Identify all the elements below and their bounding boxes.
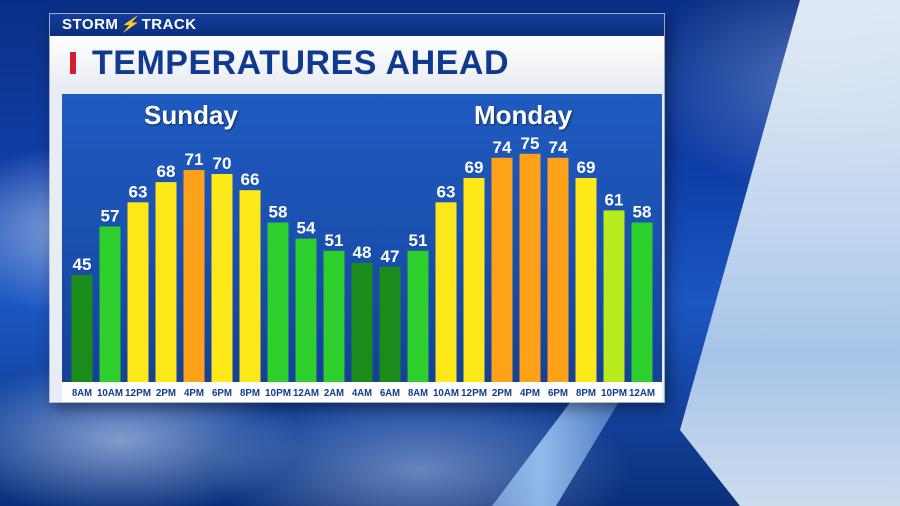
bar-value-label: 71	[185, 150, 204, 169]
bar-value-label: 54	[297, 219, 316, 238]
bar-2am-9	[323, 250, 345, 382]
x-tick-label: 4PM	[520, 388, 540, 399]
x-tick-label: 6AM	[380, 388, 400, 399]
bar-4pm-4	[183, 170, 205, 382]
bar-10am-1	[99, 226, 121, 382]
x-axis-label-strip	[62, 382, 662, 402]
brand-bar: STORM ⚡ TRACK	[50, 14, 664, 36]
bar-10pm-19	[603, 210, 625, 382]
title-bar	[50, 36, 664, 90]
x-tick-label: 8PM	[576, 388, 596, 399]
x-tick-label: 4PM	[184, 388, 204, 399]
bar-value-label: 47	[381, 247, 400, 266]
x-tick-label: 4AM	[352, 388, 372, 399]
bar-6am-11	[379, 266, 401, 382]
brand-track: TRACK	[141, 16, 197, 33]
bar-value-label: 51	[325, 231, 344, 250]
forecast-panel: STORM ⚡ TRACK TEMPERATURES AHEAD 45 8AM 57 10…	[50, 14, 664, 402]
bar-12am-8	[295, 238, 317, 382]
bar-value-label: 69	[577, 158, 596, 177]
bar-value-label: 74	[493, 138, 512, 157]
x-tick-label: 12PM	[461, 388, 487, 399]
day-label-sunday: Sunday	[144, 100, 238, 130]
bar-12pm-14	[463, 178, 485, 382]
bar-10am-13	[435, 202, 457, 382]
bar-12pm-2	[127, 202, 149, 382]
bar-8am-12	[407, 250, 429, 382]
x-tick-label: 8AM	[408, 388, 428, 399]
x-tick-label: 12AM	[293, 388, 319, 399]
x-tick-label: 10AM	[433, 388, 459, 399]
bar-4am-10	[351, 262, 373, 382]
lightning-bolt-icon: ⚡	[120, 16, 140, 33]
title-accent-mark	[70, 52, 76, 74]
bar-value-label: 69	[465, 158, 484, 177]
bar-value-label: 57	[101, 207, 120, 226]
x-tick-label: 8PM	[240, 388, 260, 399]
chart-svg: 45 8AM 57 10AM 63 12PM 68 2PM 71 4PM 70 6PM 66 8PM 58 1…	[62, 134, 662, 402]
x-tick-label: 2AM	[324, 388, 344, 399]
bar-8pm-18	[575, 178, 597, 382]
bar-value-label: 45	[73, 255, 92, 274]
bar-value-label: 63	[129, 182, 148, 201]
bar-value-label: 75	[521, 134, 540, 153]
bar-8pm-6	[239, 190, 261, 382]
x-tick-label: 6PM	[548, 388, 568, 399]
brand-storm: STORM	[62, 16, 119, 33]
bar-value-label: 74	[549, 138, 568, 157]
x-tick-label: 2PM	[492, 388, 512, 399]
bar-6pm-17	[547, 157, 569, 382]
bar-12am-20	[631, 222, 653, 382]
x-tick-label: 10PM	[601, 388, 627, 399]
x-tick-label: 8AM	[72, 388, 92, 399]
bar-value-label: 58	[269, 203, 288, 222]
bar-value-label: 70	[213, 154, 232, 173]
x-tick-label: 10AM	[97, 388, 123, 399]
page-title: TEMPERATURES AHEAD	[92, 44, 510, 82]
bar-value-label: 63	[437, 182, 456, 201]
bar-value-label: 51	[409, 231, 428, 250]
bar-8am-0	[71, 275, 93, 382]
x-tick-label: 12PM	[125, 388, 151, 399]
x-tick-label: 2PM	[156, 388, 176, 399]
temperature-chart: 45 8AM 57 10AM 63 12PM 68 2PM 71 4PM 70 6PM 66 8PM 58 1…	[62, 94, 662, 402]
bar-value-label: 61	[605, 190, 624, 209]
x-tick-label: 6PM	[212, 388, 232, 399]
day-label-monday: Monday	[474, 100, 573, 130]
x-tick-label: 12AM	[629, 388, 655, 399]
bar-10pm-7	[267, 222, 289, 382]
bar-value-label: 48	[353, 243, 372, 262]
bar-6pm-5	[211, 174, 233, 382]
bar-value-label: 68	[157, 162, 176, 181]
bar-value-label: 58	[633, 203, 652, 222]
x-tick-label: 10PM	[265, 388, 291, 399]
bar-2pm-3	[155, 182, 177, 382]
bar-value-label: 66	[241, 170, 260, 189]
bar-4pm-16	[519, 153, 541, 382]
bar-2pm-15	[491, 157, 513, 382]
